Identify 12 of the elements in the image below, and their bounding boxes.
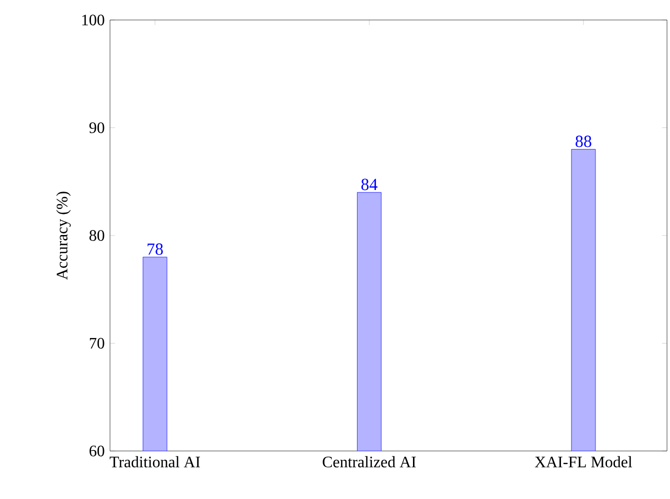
x-tick-label: XAI-FL Model [534, 456, 632, 468]
y-tick-label: 90 [89, 122, 104, 134]
data-label: 78 [148, 243, 163, 255]
y-tick-label: 100 [82, 14, 104, 26]
data-label: 84 [361, 178, 378, 190]
data-label: 88 [576, 136, 592, 148]
y-tick-label: 80 [89, 230, 104, 241]
y-tick-label: 70 [90, 338, 104, 349]
x-tick-label: Traditional AI [110, 456, 200, 468]
y-axis-title: Accuracy (%) [56, 192, 71, 280]
y-tick-label: 60 [90, 446, 104, 456]
x-tick-label: Centralized AI [322, 456, 416, 468]
